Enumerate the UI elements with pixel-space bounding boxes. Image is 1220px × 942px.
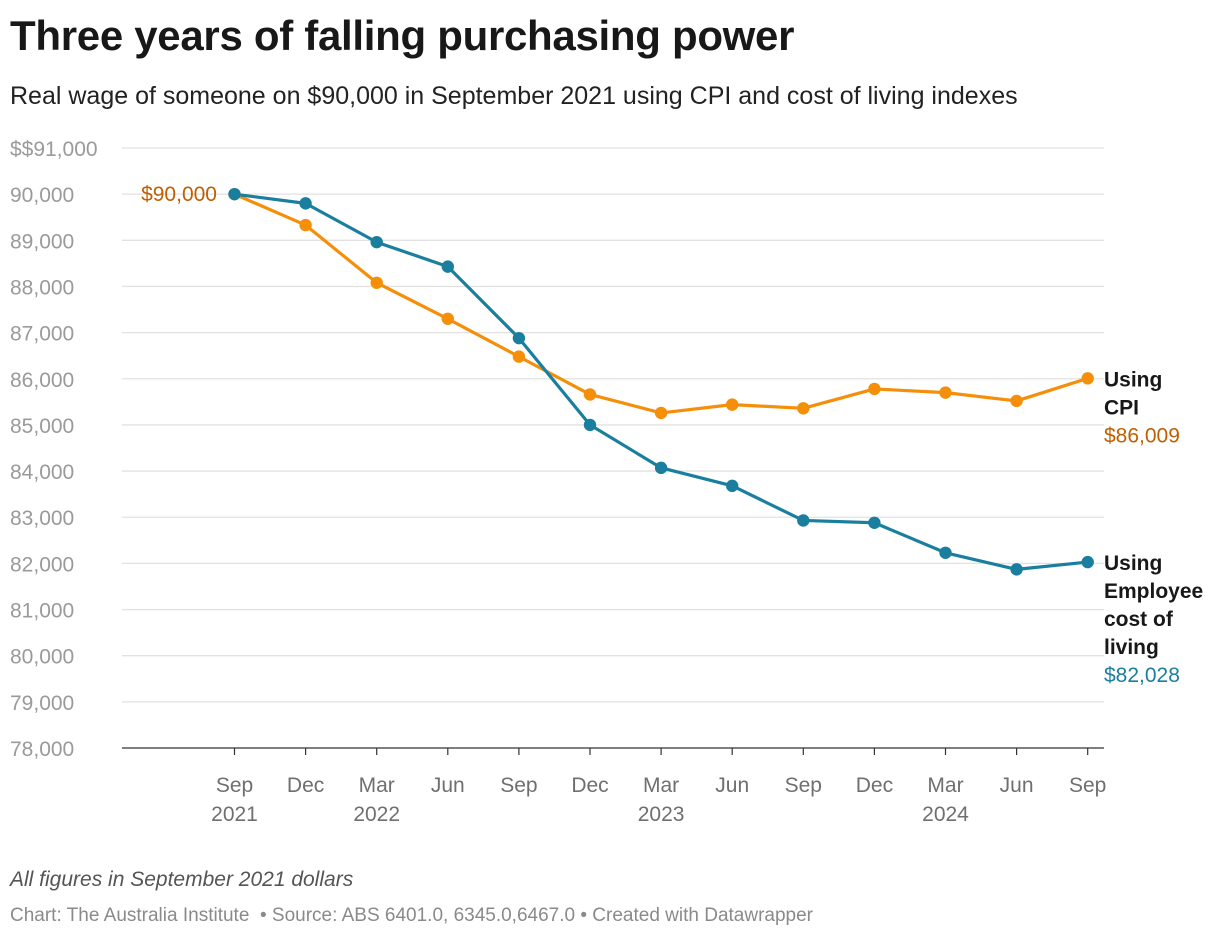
data-point-employee-cost-of-living <box>726 479 739 493</box>
data-point-cpi <box>797 402 810 415</box>
x-tick-label: Sep <box>216 774 253 797</box>
x-tick-year-label: 2021 <box>211 803 258 826</box>
x-tick-label: Dec <box>856 774 893 797</box>
data-point-cpi <box>868 382 881 396</box>
data-point-employee-cost-of-living <box>1010 563 1023 576</box>
x-tick-label: Jun <box>1000 774 1034 797</box>
series-label-cpi: Using <box>1104 368 1162 391</box>
data-point-employee-cost-of-living <box>299 197 312 210</box>
end-value-label-employee-cost-of-living: $82,028 <box>1104 664 1180 687</box>
x-tick-label: Sep <box>785 774 822 797</box>
data-point-employee-cost-of-living <box>512 331 526 345</box>
data-point-cpi <box>939 386 952 399</box>
series-label-cpi: CPI <box>1104 396 1139 419</box>
y-tick-label: 81,000 <box>10 600 74 623</box>
chart-subtitle: Real wage of someone on $90,000 in Septe… <box>10 82 1018 110</box>
chart-footer: Chart: The Australia Institute • Source:… <box>10 905 813 927</box>
y-tick-label: 87,000 <box>10 323 74 346</box>
line-chart: $$91,000 90,000 89,000 88,000 87,000 86,000 85… <box>10 138 1203 826</box>
credit-text: Chart: The Australia Institute <box>10 905 250 926</box>
x-tick-year-label: 2022 <box>353 803 400 826</box>
y-tick-label: 89,000 <box>10 230 74 253</box>
data-point-employee-cost-of-living <box>797 514 810 527</box>
series-label-employee-cost-of-living: Employee <box>1104 580 1203 603</box>
y-tick-label: 83,000 <box>10 507 74 530</box>
start-value-label: $90,000 <box>141 183 217 206</box>
y-tick-label: 88,000 <box>10 276 74 299</box>
y-tick-label: 84,000 <box>10 461 74 484</box>
x-tick-label: Mar <box>643 774 679 797</box>
data-point-cpi <box>512 350 526 363</box>
data-point-employee-cost-of-living <box>228 187 241 201</box>
y-tick-label: 80,000 <box>10 646 74 669</box>
data-point-employee-cost-of-living <box>939 546 952 559</box>
x-tick-label: Jun <box>715 774 749 797</box>
series-line-cpi <box>232 192 1090 415</box>
y-tick-label: $$91,000 <box>10 138 98 161</box>
y-tick-label: 90,000 <box>10 184 74 207</box>
x-tick-label: Jun <box>431 774 465 797</box>
y-tick-label: 85,000 <box>10 415 74 438</box>
data-point-employee-cost-of-living <box>583 418 597 432</box>
created-with-text: Created with Datawrapper <box>592 905 814 926</box>
x-tick-label: Mar <box>359 774 395 797</box>
source-text: Source: ABS 6401.0, 6345.0,6467.0 <box>271 905 576 926</box>
data-point-cpi <box>441 312 454 325</box>
data-point-cpi <box>1010 394 1023 408</box>
footer-separator: • <box>575 905 593 926</box>
data-point-cpi <box>654 406 668 420</box>
chart-note: All figures in September 2021 dollars <box>10 868 354 891</box>
series-line-employee-cost-of-living <box>232 192 1090 571</box>
series-label-employee-cost-of-living: Using <box>1104 552 1162 575</box>
data-point-cpi <box>299 218 312 232</box>
data-point-employee-cost-of-living <box>868 516 881 529</box>
chart-title: Three years of falling purchasing power <box>10 12 795 59</box>
data-point-cpi <box>583 388 597 401</box>
y-tick-label: 78,000 <box>10 738 74 761</box>
series-label-employee-cost-of-living: cost of <box>1104 608 1174 631</box>
x-tick-label: Mar <box>927 774 963 797</box>
x-tick-label: Dec <box>571 774 608 797</box>
data-point-employee-cost-of-living <box>370 235 383 249</box>
y-tick-label: 86,000 <box>10 369 74 392</box>
footer-separator: • <box>249 905 272 926</box>
data-point-cpi <box>1081 372 1094 385</box>
end-value-label-cpi: $86,009 <box>1104 424 1180 447</box>
y-tick-label: 82,000 <box>10 553 74 576</box>
x-tick-year-label: 2024 <box>922 803 969 826</box>
x-tick-year-label: 2023 <box>638 803 685 826</box>
data-point-employee-cost-of-living <box>654 461 668 475</box>
data-point-employee-cost-of-living <box>1081 555 1094 569</box>
y-tick-label: 79,000 <box>10 692 74 715</box>
data-point-employee-cost-of-living <box>441 260 454 273</box>
series-label-employee-cost-of-living: living <box>1104 636 1159 659</box>
data-point-cpi <box>726 398 739 411</box>
data-point-cpi <box>370 276 383 289</box>
x-tick-label: Sep <box>500 774 537 797</box>
x-tick-label: Dec <box>287 774 324 797</box>
x-tick-label: Sep <box>1069 774 1106 797</box>
